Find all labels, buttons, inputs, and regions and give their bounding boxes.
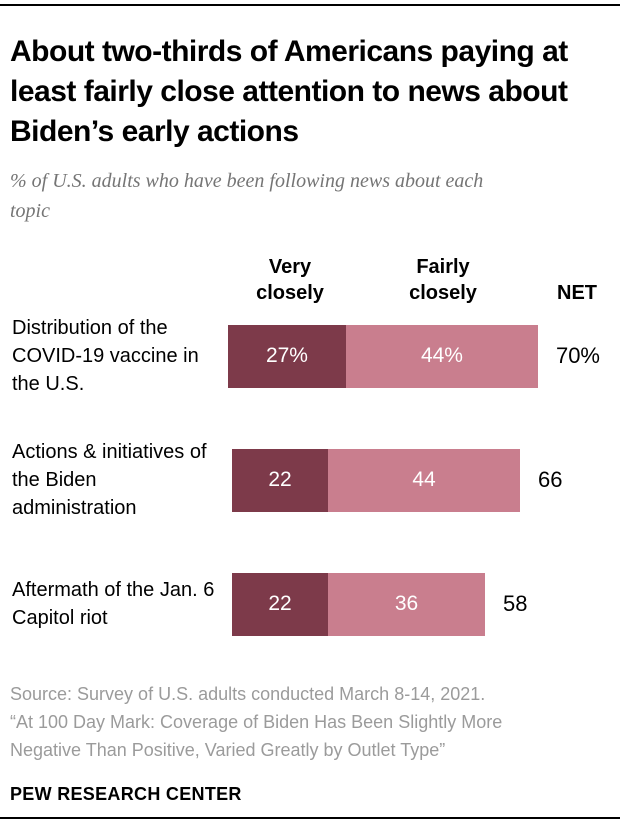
chart-row-capitol-riot: Aftermath of the Jan. 6 Capitol riot 22 … [10,562,600,646]
net-value: 66 [538,467,563,492]
stacked-bar: 27% 44% [227,324,538,388]
bar-area: 22 44 66 [232,448,563,512]
source-note: Source: Survey of U.S. adults conducted … [10,680,555,764]
pew-research-center-wordmark: PEW RESEARCH CENTER [10,784,242,804]
source-line: “At 100 Day Mark: Coverage of Biden Has … [10,712,503,760]
chart-subtitle: % of U.S. adults who have been following… [10,170,484,222]
chart-card: About two-thirds of Americans paying at … [0,32,620,805]
category-label: Actions & initiatives of the Biden admin… [12,441,207,519]
column-header-very-closely: Very closely [256,256,324,304]
category-label: Distribution of the COVID-19 vaccine in … [12,317,199,395]
source-line: Source: Survey of U.S. adults conducted … [10,684,486,704]
net-value: 70% [555,343,600,368]
segment-value: 44 [412,468,436,491]
segment-value: 27% [265,344,308,367]
stacked-bar: 22 44 [232,448,520,512]
net-value: 58 [503,591,528,616]
bottom-rule [0,817,620,819]
bar-segment-very-closely: 22 [232,448,328,512]
stacked-bar: 22 36 [232,572,485,636]
column-headers: Very closely Fairly closely NET [232,252,600,306]
column-header-net: NET [557,282,597,304]
top-rule [0,4,620,6]
column-header-fairly-closely: Fairly closely [409,256,477,304]
bar-segment-fairly-closely: 36 [328,572,485,636]
bar-segment-fairly-closely: 44% [345,324,538,388]
segment-value: 22 [268,468,292,491]
stacked-bar-chart: Very closely Fairly closely NET Distribu… [10,252,600,646]
chart-row-biden-administration: Actions & initiatives of the Biden admin… [10,438,600,522]
segment-value: 36 [394,592,419,615]
segment-value: 44% [420,344,463,367]
chart-row-covid-vaccine: Distribution of the COVID-19 vaccine in … [10,314,600,398]
chart-title: About two-thirds of Americans paying at … [10,35,568,148]
bar-segment-very-closely: 27% [227,324,346,388]
bar-segment-very-closely: 22 [232,572,328,636]
bar-area: 27% 44% 70% [227,324,600,388]
segment-value: 22 [268,592,292,615]
bar-segment-fairly-closely: 44 [328,448,520,512]
category-label: Aftermath of the Jan. 6 Capitol riot [12,579,215,629]
bar-area: 22 36 58 [232,572,528,636]
